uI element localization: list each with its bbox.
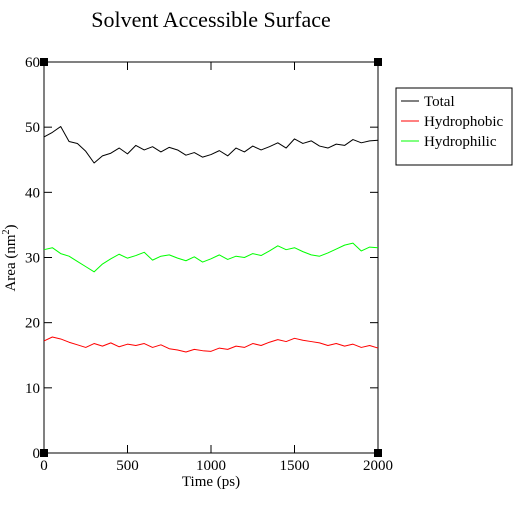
x-tick-label: 500 xyxy=(116,458,139,474)
y-tick-label: 50 xyxy=(25,120,40,136)
y-tick-label: 0 xyxy=(33,446,41,462)
data-line xyxy=(43,242,379,273)
y-tick-label: 60 xyxy=(25,55,40,71)
x-tick-label: 0 xyxy=(40,458,48,474)
y-axis-label-end: ) xyxy=(3,224,19,229)
y-tick-label: 10 xyxy=(25,381,40,397)
y-tick-label: 20 xyxy=(25,316,40,332)
legend-label: Hydrophobic xyxy=(424,114,503,130)
chart-title: Solvent Accessible Surface xyxy=(91,7,331,32)
y-tick-label: 40 xyxy=(25,185,40,201)
legend-label: Total xyxy=(424,94,455,110)
x-tick-label: 1500 xyxy=(280,458,310,474)
legend-label: Hydrophilic xyxy=(424,134,497,150)
x-tick-label: 1000 xyxy=(196,458,226,474)
y-axis-label: Area (nm2) xyxy=(1,224,19,291)
y-axis-label-sup: 2 xyxy=(1,229,12,234)
data-line xyxy=(43,336,379,353)
x-tick-label: 2000 xyxy=(363,458,393,474)
y-axis-label-text: Area (nm xyxy=(3,234,19,291)
plot-frame xyxy=(43,61,379,454)
data-line xyxy=(43,126,379,164)
y-tick-label: 30 xyxy=(25,251,40,267)
x-axis-label: Time (ps) xyxy=(182,474,240,490)
